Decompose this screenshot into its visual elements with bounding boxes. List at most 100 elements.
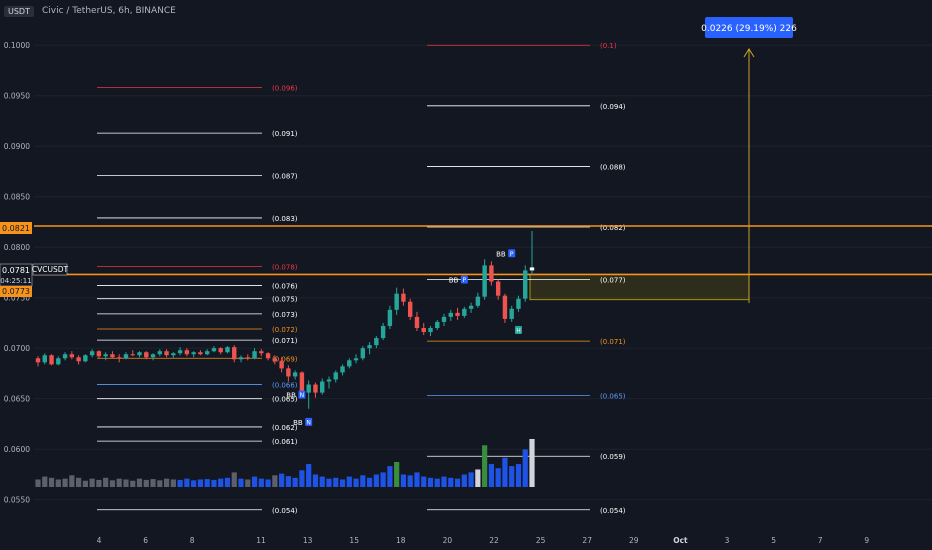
volume-bar [306, 464, 312, 487]
fib-label-left: (0.087) [272, 173, 298, 181]
volume-bar [109, 480, 116, 487]
candle-body [211, 348, 217, 352]
candle-body [367, 345, 372, 349]
y-tick-label: 0.0900 [4, 142, 30, 151]
volume-bar [82, 480, 88, 487]
volume-bar [427, 477, 434, 487]
time-axis[interactable]: 4 6 8 11 13 15 18 20 22 25 27 29 Oct 3 5 7 9 [97, 536, 870, 545]
fib-label-right: (0.059) [600, 453, 626, 461]
price-tag-countdown: 04:25:11 [0, 277, 31, 285]
volume-bar [292, 477, 298, 487]
volume-bar [285, 476, 291, 487]
signal-flag [460, 275, 468, 284]
candle-body [523, 270, 528, 299]
volume-bar [475, 469, 481, 487]
volume-bar [197, 479, 204, 487]
price-tag-current: 0.0781 [2, 266, 30, 275]
volume-bar [387, 466, 393, 487]
signal-label: BB [293, 419, 303, 427]
price-axis[interactable]: 0.10000.09500.09000.08500.08000.07500.07… [4, 41, 30, 504]
candle-body [164, 351, 169, 356]
candlesticks [35, 231, 535, 409]
volume-bar [143, 479, 149, 487]
volume-bar [272, 475, 278, 487]
candle-body [218, 348, 223, 353]
volume-bar [441, 476, 447, 487]
candle-body [482, 265, 487, 297]
x-tick-label: 5 [771, 536, 776, 545]
volume-bar [515, 464, 522, 487]
candle-body [340, 366, 345, 373]
currency-button[interactable]: USDT [4, 5, 34, 17]
price-tag-support: 0.0773 [2, 287, 30, 296]
volume-bar [421, 476, 427, 487]
volume-bar [177, 479, 183, 487]
volume-bar [157, 480, 163, 487]
signal-flag [298, 390, 306, 399]
candle-body [62, 354, 68, 359]
fib-label-left: (0.062) [272, 424, 298, 432]
volume-bar [238, 478, 244, 487]
volume-bar [529, 439, 535, 487]
y-tick-label: 0.0600 [4, 445, 30, 454]
volume-bar [346, 476, 352, 487]
fib-label-left: (0.075) [272, 296, 298, 304]
fib-label-left: (0.083) [272, 215, 298, 223]
x-tick-label: 9 [864, 536, 869, 545]
fib-label-left: (0.054) [272, 507, 298, 515]
y-tick-label: 0.1000 [4, 41, 30, 50]
volume-bar [35, 479, 41, 487]
volume-bar [400, 474, 407, 487]
candle-body [292, 372, 298, 377]
x-tick-label: 27 [582, 536, 592, 545]
candle-body [259, 351, 264, 354]
candle-body [144, 352, 149, 358]
fib-label-left: (0.076) [272, 283, 298, 291]
candle-body [353, 358, 359, 361]
candle-body [42, 355, 47, 363]
signal-label: BB [449, 277, 459, 285]
volume-bar [488, 464, 494, 487]
signal-flag [508, 249, 516, 258]
fib-label-right: (0.088) [600, 163, 626, 171]
symbol-title[interactable]: Civic / TetherUS, 6h, BINANCE [41, 6, 176, 16]
signal-label: BB [496, 250, 506, 258]
volume-bar [380, 472, 386, 487]
x-tick-label: 13 [303, 536, 313, 545]
candle-body [455, 312, 460, 316]
candle-body [56, 358, 61, 365]
price-tag-resistance-box [0, 222, 32, 234]
signals: BB NBB NBB PBB PH [286, 249, 522, 427]
volume-bar [502, 457, 508, 487]
volume-bar [218, 478, 224, 487]
volume-bar [326, 478, 332, 487]
candle-body [516, 298, 521, 309]
fib-label-left: (0.073) [272, 311, 298, 319]
candle-body [306, 384, 311, 393]
candle-body [320, 381, 325, 393]
x-tick-label: Oct [673, 536, 688, 545]
volume-bar [42, 476, 48, 487]
fib-label-right: (0.077) [600, 277, 626, 285]
volume-bar [461, 474, 467, 487]
y-tick-label: 0.0650 [4, 395, 30, 404]
volume-bar [123, 479, 129, 487]
candle-body [83, 355, 88, 362]
fib-label-left: (0.071) [272, 337, 298, 345]
y-tick-label: 0.0550 [4, 496, 30, 505]
candle-body [468, 305, 474, 309]
volume-bar [407, 475, 413, 487]
candle-body [401, 293, 406, 302]
signal-flag [514, 326, 522, 335]
volume-bar [96, 479, 102, 487]
symbol-tag-box [32, 263, 68, 276]
candle-body [529, 267, 535, 271]
candle-body [448, 312, 453, 317]
volume-bar [468, 472, 474, 487]
volume-bar [454, 478, 461, 487]
candle-body [272, 358, 278, 362]
x-tick-label: 15 [349, 536, 359, 545]
fib-label-right: (0.094) [600, 103, 626, 111]
measure-tool[interactable]: 0.0226 (29.19%) 226 [701, 17, 797, 303]
